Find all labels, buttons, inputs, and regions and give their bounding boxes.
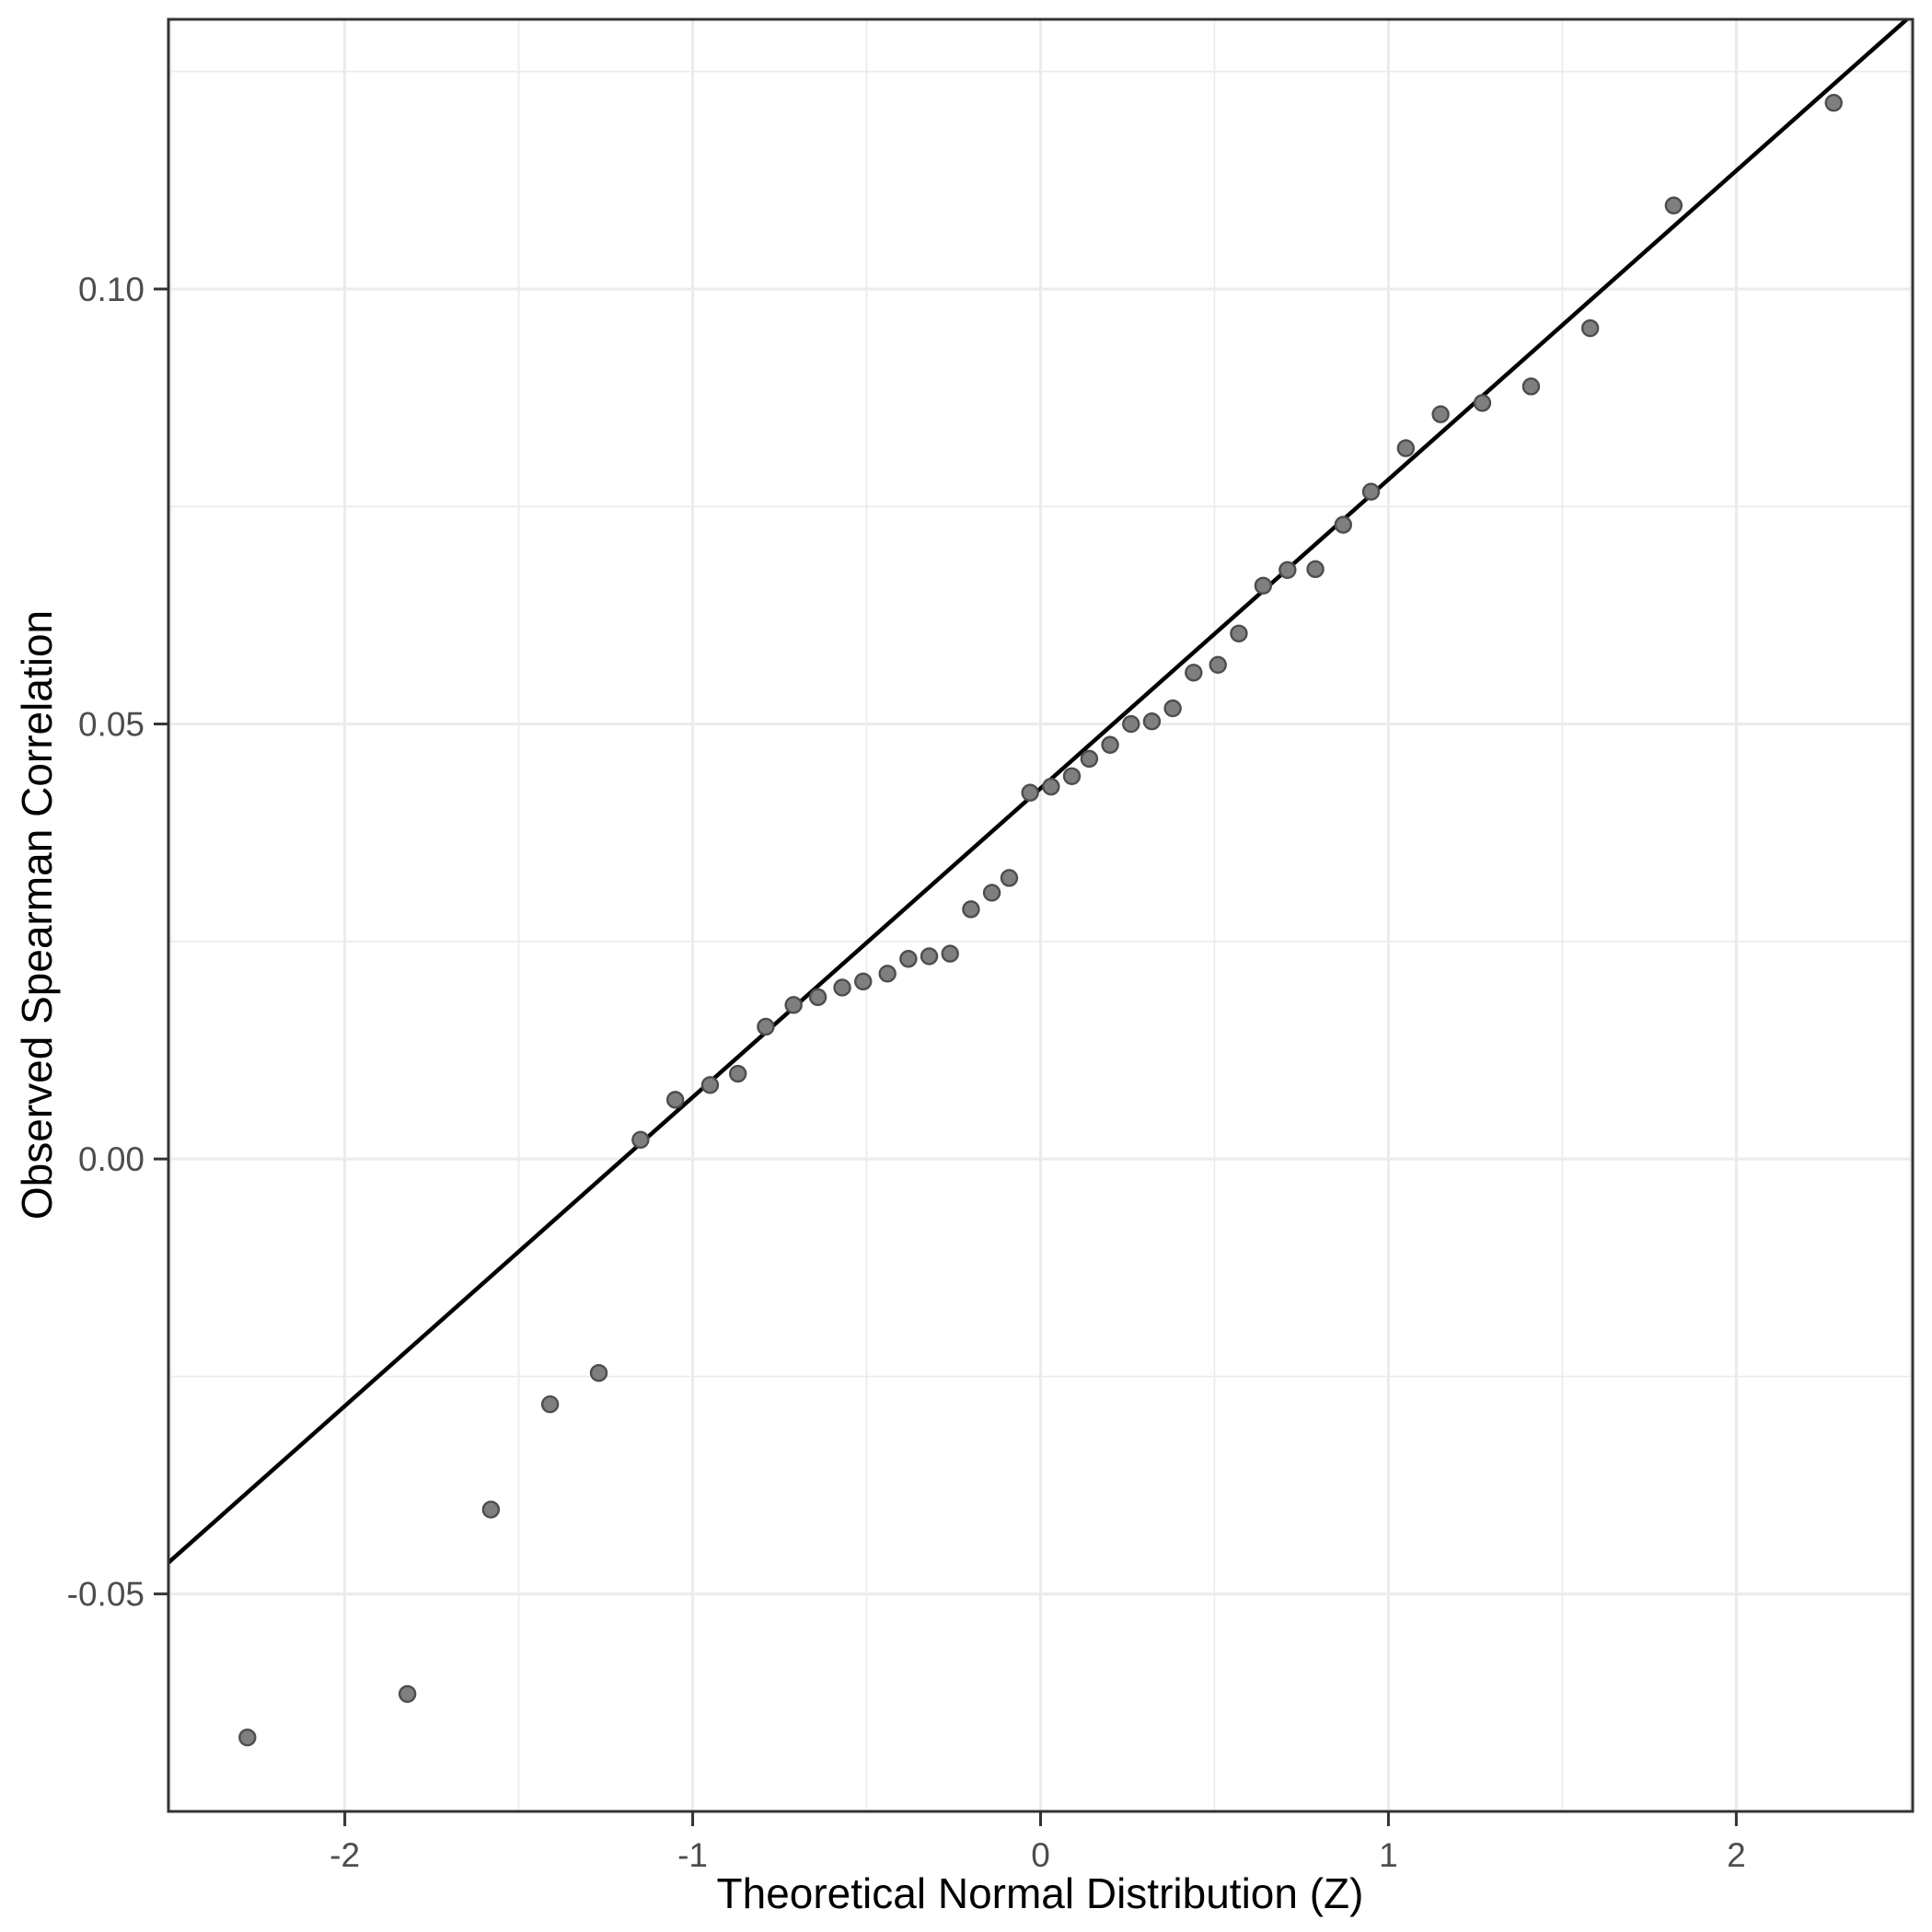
data-point [1396, 439, 1416, 457]
data-point [589, 1363, 608, 1382]
data-point [1122, 714, 1140, 734]
data-point [808, 988, 827, 1007]
data-point [899, 950, 918, 968]
y-tick-label: 0.00 [78, 1140, 145, 1178]
data-point [1021, 783, 1039, 802]
x-tick-label: 1 [1379, 1836, 1398, 1874]
data-point [1824, 94, 1843, 112]
data-point [982, 884, 1001, 902]
data-point [1278, 561, 1297, 579]
data-point [1580, 318, 1600, 338]
reference-line [168, 19, 1911, 1565]
data-point [481, 1500, 501, 1519]
data-points [238, 94, 1843, 1747]
axis-tick-labels: -2 -1 0 1 2 0.10 0.05 0.00 -0.05 [67, 271, 1746, 1874]
data-point [1042, 777, 1060, 796]
data-point [1473, 394, 1492, 412]
data-point [728, 1064, 747, 1083]
x-tick-label: -2 [330, 1836, 360, 1874]
axis-ticks [154, 287, 1738, 1826]
reference-line-group [168, 19, 1911, 1565]
data-point [1521, 377, 1541, 396]
data-point [1334, 515, 1353, 534]
y-tick-label: 0.10 [78, 271, 145, 308]
data-point [1062, 767, 1082, 785]
data-point [878, 965, 897, 983]
data-point [398, 1684, 417, 1704]
data-point [941, 944, 959, 963]
y-tick-label: 0.05 [78, 706, 145, 744]
data-point [1209, 655, 1227, 674]
data-point [833, 978, 851, 997]
plot-area: -2 -1 0 1 2 0.10 0.05 0.00 -0.05 [67, 17, 1915, 1874]
x-tick-label: 2 [1727, 1836, 1746, 1874]
data-point [962, 900, 980, 919]
data-point [920, 947, 939, 966]
data-point [1000, 869, 1019, 887]
data-point [238, 1728, 257, 1747]
y-axis-title: Observed Spearman Correlation [13, 610, 61, 1220]
data-point [1230, 624, 1248, 642]
data-point [1142, 712, 1162, 731]
data-point [1664, 196, 1683, 214]
data-point [784, 996, 803, 1014]
data-point [631, 1130, 650, 1150]
data-point [1254, 576, 1273, 595]
data-point [540, 1394, 560, 1414]
x-axis-title: Theoretical Normal Distribution (Z) [717, 1869, 1364, 1917]
data-point [665, 1091, 685, 1109]
major-gridlines [168, 19, 1913, 1811]
y-tick-label: -0.05 [67, 1576, 145, 1614]
data-point [757, 1017, 775, 1036]
x-tick-label: -1 [677, 1836, 708, 1874]
data-point [1361, 482, 1381, 501]
x-tick-label: 0 [1031, 1836, 1050, 1874]
data-point [1080, 749, 1099, 769]
data-point [1431, 405, 1450, 423]
data-point [700, 1076, 720, 1094]
data-point [1306, 560, 1325, 579]
data-point [854, 972, 873, 991]
data-point [1185, 664, 1203, 682]
data-point [1163, 699, 1182, 718]
data-point [1101, 735, 1119, 754]
